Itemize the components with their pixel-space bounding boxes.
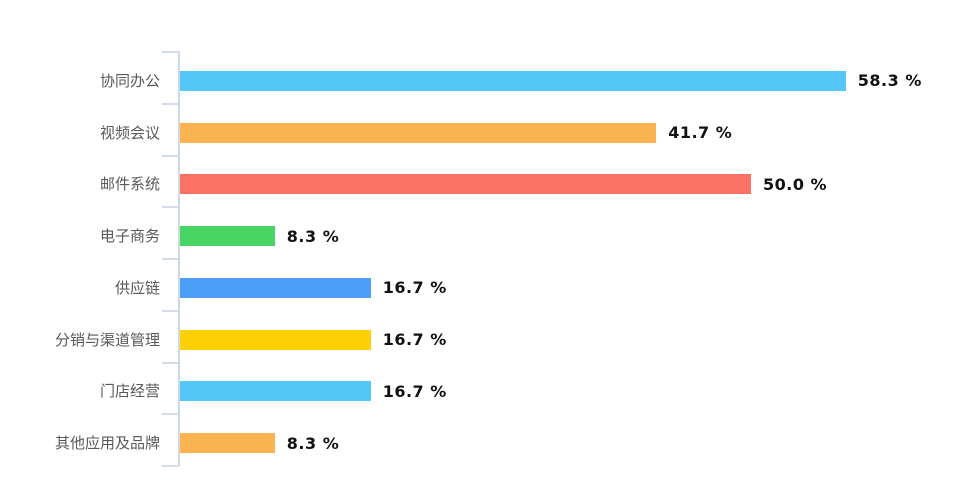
bar-row: 分销与渠道管理 16.7 % bbox=[0, 314, 960, 366]
bar bbox=[180, 433, 275, 454]
value-label: 16.7 % bbox=[382, 381, 447, 401]
category-label: 邮件系统 bbox=[99, 175, 160, 194]
bar-row: 协同办公 58.3 % bbox=[0, 55, 960, 107]
value-label: 8.3 % bbox=[286, 433, 340, 453]
value-label: 41.7 % bbox=[668, 123, 733, 143]
bar bbox=[180, 174, 751, 195]
bar-area: 41.7 % bbox=[178, 107, 960, 159]
axis-tick bbox=[162, 102, 179, 105]
category-label: 电子商务 bbox=[99, 227, 160, 246]
value-label: 50.0 % bbox=[763, 174, 828, 194]
bar bbox=[180, 226, 275, 247]
value-label: 16.7 % bbox=[382, 330, 447, 350]
bar bbox=[180, 329, 371, 350]
bar-area: 16.7 % bbox=[178, 366, 960, 418]
axis-tick bbox=[162, 258, 179, 260]
bar bbox=[180, 122, 657, 143]
bar-area: 50.0 % bbox=[178, 159, 960, 211]
axis-tick bbox=[162, 51, 179, 53]
bar-rows: 协同办公 58.3 % 视频会议 41.7 % 邮件系统 50.0 % 电子商务… bbox=[0, 51, 960, 465]
bar-row: 视频会议 41.7 % bbox=[0, 107, 960, 159]
axis-tick bbox=[162, 413, 179, 416]
category-label: 协同办公 bbox=[99, 71, 160, 90]
bar-row: 其他应用及品牌 8.3 % bbox=[0, 417, 960, 469]
bar-area: 58.3 % bbox=[178, 55, 960, 107]
category-label: 视频会议 bbox=[99, 123, 160, 142]
bar-row: 邮件系统 50.0 % bbox=[0, 159, 960, 211]
category-label: 门店经营 bbox=[99, 382, 160, 401]
bar-area: 8.3 % bbox=[178, 210, 960, 262]
value-label: 58.3 % bbox=[857, 71, 922, 91]
axis-tick bbox=[162, 154, 179, 157]
bar bbox=[180, 381, 371, 402]
category-label: 分销与渠道管理 bbox=[54, 330, 160, 349]
category-label: 供应链 bbox=[114, 278, 160, 297]
axis-tick bbox=[162, 465, 179, 467]
y-axis-line bbox=[178, 51, 180, 466]
axis-tick bbox=[162, 206, 179, 209]
bar bbox=[180, 70, 846, 91]
bar-row: 门店经营 16.7 % bbox=[0, 366, 960, 418]
category-label: 其他应用及品牌 bbox=[54, 434, 160, 453]
value-label: 8.3 % bbox=[286, 226, 340, 246]
value-label: 16.7 % bbox=[382, 278, 447, 298]
axis-tick bbox=[162, 309, 179, 312]
bar bbox=[180, 277, 371, 298]
axis-tick bbox=[162, 361, 179, 364]
bar-row: 供应链 16.7 % bbox=[0, 262, 960, 314]
bar-area: 16.7 % bbox=[178, 314, 960, 366]
bar-row: 电子商务 8.3 % bbox=[0, 210, 960, 262]
bar-area: 16.7 % bbox=[178, 262, 960, 314]
bar-area: 8.3 % bbox=[178, 417, 960, 469]
